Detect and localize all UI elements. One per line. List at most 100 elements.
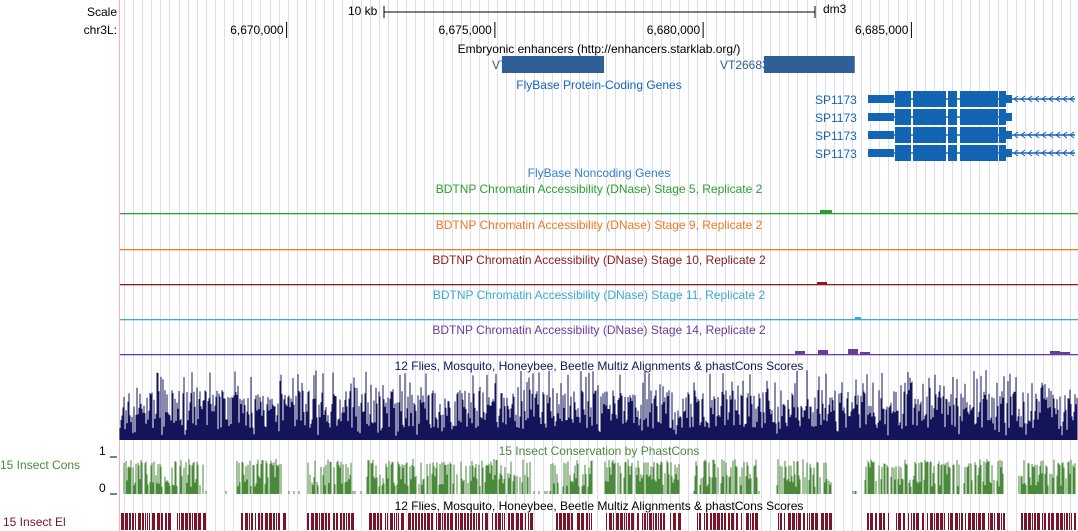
grid-line [943, 0, 944, 531]
grid-line [743, 0, 744, 531]
dnase-stage11-title[interactable]: BDTNP Chromatin Accessibility (DNase) St… [432, 288, 766, 302]
grid-line [379, 0, 380, 531]
grid-line [352, 0, 353, 531]
elements-side-label[interactable]: 15 Insect El [3, 515, 66, 529]
exon-block [960, 109, 998, 125]
utr-block [1006, 131, 1012, 139]
strand-arrow [1062, 131, 1068, 139]
dnase-stage10-title[interactable]: BDTNP Chromatin Accessibility (DNase) St… [432, 253, 766, 267]
noncoding-track-title[interactable]: FlyBase Noncoding Genes [527, 166, 671, 180]
grid-line [688, 0, 689, 531]
grid-line [242, 0, 243, 531]
transcript-label[interactable]: SP1173 [815, 129, 857, 143]
grid-line [788, 0, 789, 531]
strand-arrow [1055, 131, 1061, 139]
grid-line [797, 0, 798, 531]
enhancer-block [763, 56, 855, 73]
conserved-element-blocks [121, 513, 1076, 530]
exon-block [913, 127, 946, 143]
grid-line [470, 0, 471, 531]
dnase-stage9-title[interactable]: BDTNP Chromatin Accessibility (DNase) St… [435, 218, 763, 232]
grid-line [834, 0, 835, 531]
dnase-peak [818, 350, 828, 354]
strand-arrow [1069, 149, 1075, 157]
grid-line [233, 0, 234, 531]
grid-line [415, 0, 416, 531]
grid-line [552, 0, 553, 531]
grid-line [133, 0, 134, 531]
left-margin-line [119, 0, 120, 531]
transcript-label[interactable]: SP1173 [815, 147, 857, 161]
grid-line [215, 0, 216, 531]
strand-arrow [1020, 149, 1026, 157]
dnase-peak [860, 352, 870, 354]
protein-genes-track-title[interactable]: FlyBase Protein-Coding Genes [516, 78, 682, 92]
exon-block [999, 109, 1006, 125]
grid-line [270, 0, 271, 531]
phastcons-side-label[interactable]: 15 Insect Cons [0, 458, 81, 472]
grid-line [1034, 0, 1035, 531]
grid-line [652, 0, 653, 531]
grid-line [661, 0, 662, 531]
grid-line [579, 0, 580, 531]
enhancers-track-title[interactable]: Embryonic enhancers (http://enhancers.st… [457, 42, 741, 56]
grid-line [361, 0, 362, 531]
grid-line [142, 0, 143, 531]
dnase-peak [848, 349, 858, 354]
exon-block [948, 145, 957, 161]
strand-arrow [1062, 95, 1068, 103]
grid-line [524, 0, 525, 531]
exon-block [960, 91, 998, 107]
grid-line [1043, 0, 1044, 531]
exon-block [913, 109, 946, 125]
grid-line [907, 0, 908, 531]
strand-arrow [1020, 131, 1026, 139]
transcript-label[interactable]: SP1173 [815, 111, 857, 125]
ruler-tick-label: 6,670,000 [230, 23, 284, 37]
grid-line [251, 0, 252, 531]
grid-line [561, 0, 562, 531]
grid-line [515, 0, 516, 531]
dnase-peak [817, 282, 827, 284]
grid-line [197, 0, 198, 531]
dnase-peak [1060, 352, 1070, 354]
dnase-baseline [120, 354, 1078, 356]
grid-line [224, 0, 225, 531]
multiz2-track-title[interactable]: 12 Flies, Mosquito, Honeybee, Beetle Mul… [394, 499, 804, 513]
grid-line [916, 0, 917, 531]
strand-arrow [1055, 149, 1061, 157]
grid-line [388, 0, 389, 531]
grid-line [679, 0, 680, 531]
enhancer-label-vt26683[interactable]: VT26683 [720, 58, 769, 72]
grid-line [506, 0, 507, 531]
grid-line [734, 0, 735, 531]
multiz-track-title[interactable]: 12 Flies, Mosquito, Honeybee, Beetle Mul… [394, 359, 804, 373]
transcript-label[interactable]: SP1173 [815, 93, 857, 107]
grid-line [433, 0, 434, 531]
grid-line [807, 0, 808, 531]
strand-arrow [1048, 95, 1054, 103]
phastcons-track-title[interactable]: 15 Insect Conservation by PhastCons [498, 444, 700, 458]
grid-line [260, 0, 261, 531]
utr-block [1006, 149, 1012, 157]
chrom-label: chr3L: [83, 23, 117, 37]
grid-line [870, 0, 871, 531]
phastcons-bars [123, 459, 1076, 494]
grid-line [497, 0, 498, 531]
phastcons-axis-min: 0 [99, 481, 106, 495]
grid-line [315, 0, 316, 531]
dnase-baseline [120, 249, 1078, 251]
grid-line [934, 0, 935, 531]
grid-line [543, 0, 544, 531]
grid-line [279, 0, 280, 531]
strand-arrow [1013, 149, 1019, 157]
dnase-stage14-title[interactable]: BDTNP Chromatin Accessibility (DNase) St… [432, 323, 766, 337]
strand-arrow [1041, 149, 1047, 157]
grid-line [970, 0, 971, 531]
exon-block [895, 109, 911, 125]
grid-line [370, 0, 371, 531]
assembly-label: dm3 [823, 2, 847, 16]
dnase-stage5-title[interactable]: BDTNP Chromatin Accessibility (DNase) St… [435, 182, 763, 196]
